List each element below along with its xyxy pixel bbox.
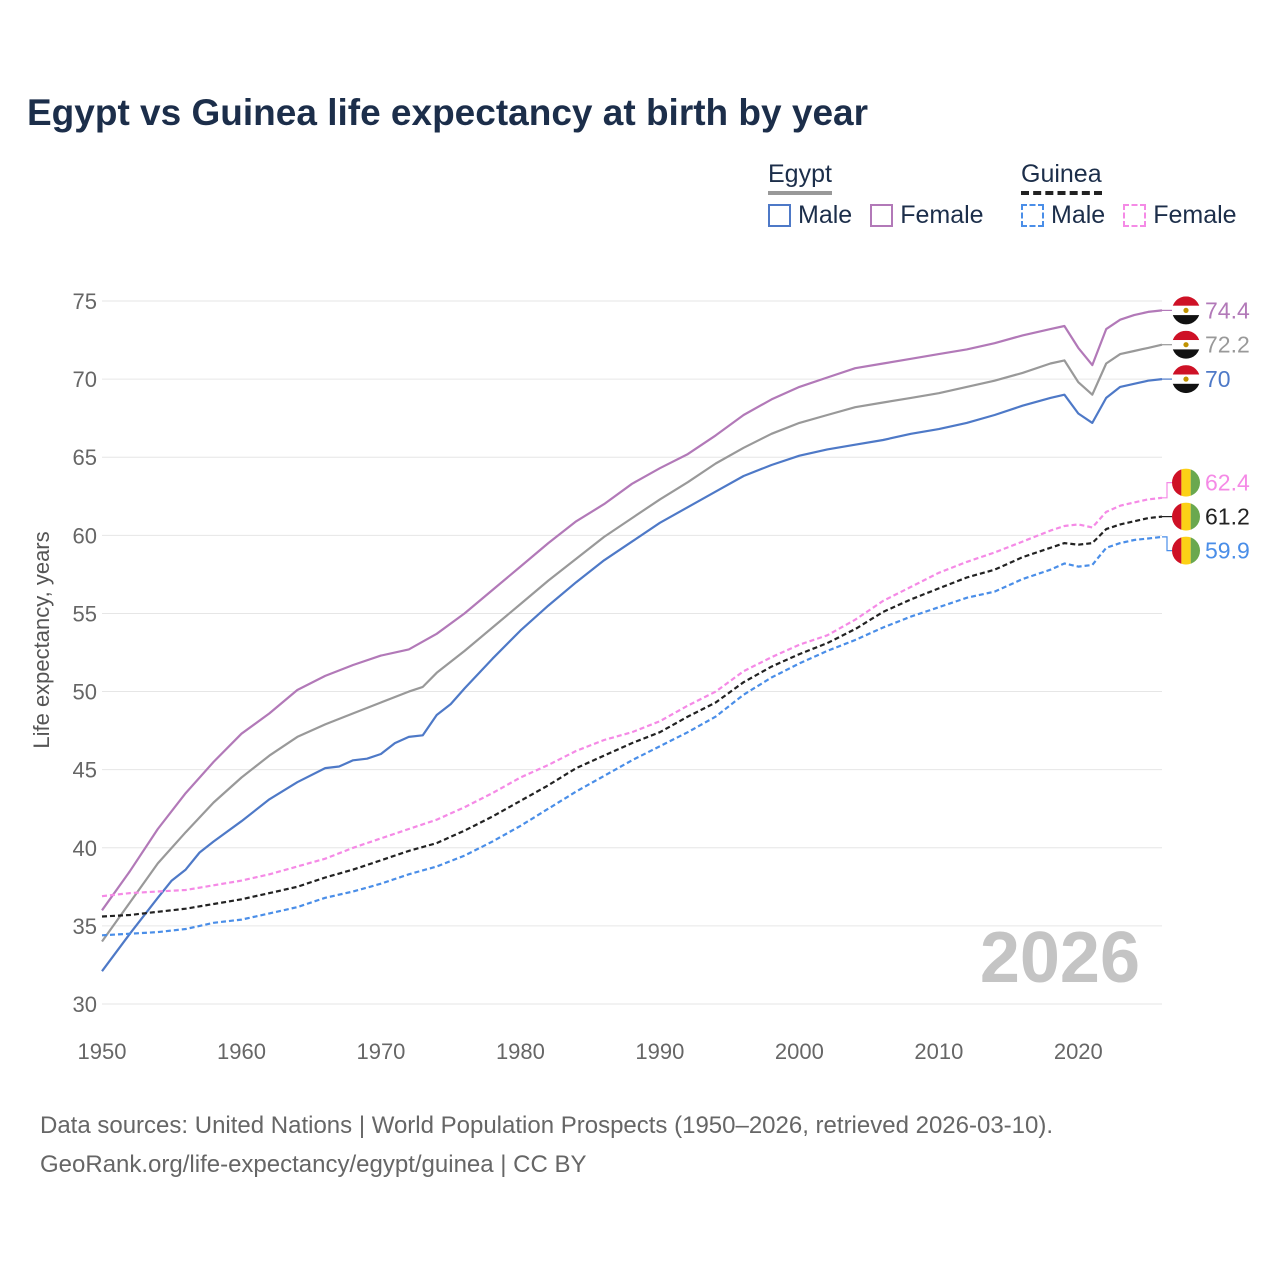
legend-egypt-line xyxy=(768,191,832,195)
data-source: Data sources: United Nations | World Pop… xyxy=(40,1106,1053,1184)
end-connector xyxy=(1162,482,1172,499)
end-connector xyxy=(1162,536,1172,552)
legend-guinea-line xyxy=(1021,191,1102,195)
x-tick-label: 1990 xyxy=(635,1039,684,1064)
y-tick-label: 35 xyxy=(73,914,97,939)
y-tick-label: 40 xyxy=(73,836,97,861)
end-value-label-guinea-male: 59.9 xyxy=(1205,538,1250,564)
legend-guinea: Guinea Male Female xyxy=(1021,160,1237,230)
end-value-label-guinea-female: 62.4 xyxy=(1205,470,1250,496)
x-tick-label: 1980 xyxy=(496,1039,545,1064)
egypt-flag-icon xyxy=(1172,330,1200,359)
x-tick-label: 2020 xyxy=(1054,1039,1103,1064)
end-value-label-guinea-total: 61.2 xyxy=(1205,504,1250,530)
y-tick-label: 45 xyxy=(73,758,97,783)
legend-egypt-female[interactable]: Female xyxy=(870,201,984,230)
year-watermark: 2026 xyxy=(980,918,1140,998)
x-tick-label: 1960 xyxy=(217,1039,266,1064)
legend-egypt-male-swatch xyxy=(768,204,791,227)
y-tick-label: 55 xyxy=(73,601,97,626)
legend-guinea-title: Guinea xyxy=(1021,160,1102,195)
legend-guinea-male-swatch xyxy=(1021,204,1044,227)
series-line-guinea-total[interactable] xyxy=(101,515,1163,918)
series-line-guinea-male[interactable] xyxy=(101,535,1163,937)
y-tick-label: 60 xyxy=(73,523,97,548)
x-tick-label: 1970 xyxy=(356,1039,405,1064)
source-line-1[interactable]: Data sources: United Nations | World Pop… xyxy=(40,1112,1054,1139)
legend-guinea-female-swatch xyxy=(1123,204,1147,227)
chart-title: Egypt vs Guinea life expectancy at birth… xyxy=(27,92,869,133)
y-tick-label: 50 xyxy=(73,680,97,705)
x-tick-label: 1950 xyxy=(78,1039,127,1064)
source-line-2[interactable]: GeoRank.org/life-expectancy/egypt/guinea… xyxy=(40,1151,587,1178)
end-value-label-egypt-male: 70 xyxy=(1205,366,1231,392)
legend-egypt: Egypt Male Female xyxy=(768,160,984,230)
end-value-label-egypt-total: 72.2 xyxy=(1205,332,1250,358)
series-line-guinea-female[interactable] xyxy=(101,496,1163,898)
egypt-flag-icon xyxy=(1172,365,1200,394)
series-line-egypt-female[interactable] xyxy=(101,309,1163,911)
series-line-egypt-male[interactable] xyxy=(101,378,1163,972)
end-value-label-egypt-female: 74.4 xyxy=(1205,297,1250,323)
x-tick-label: 2010 xyxy=(914,1039,963,1064)
legend-guinea-female[interactable]: Female xyxy=(1123,201,1237,230)
legend-guinea-male[interactable]: Male xyxy=(1021,201,1105,230)
y-tick-label: 65 xyxy=(73,445,97,470)
y-tick-label: 75 xyxy=(73,289,97,314)
legend-egypt-title: Egypt xyxy=(768,160,832,195)
guinea-flag-icon xyxy=(1172,536,1200,565)
legend-egypt-female-swatch xyxy=(870,204,894,227)
egypt-flag-icon xyxy=(1172,296,1200,325)
y-tick-label: 30 xyxy=(73,992,97,1017)
y-tick-label: 70 xyxy=(73,367,97,392)
guinea-flag-icon xyxy=(1172,468,1200,497)
guinea-flag-icon xyxy=(1172,502,1200,531)
legend-egypt-male[interactable]: Male xyxy=(768,201,852,230)
x-tick-label: 2000 xyxy=(775,1039,824,1064)
series-line-egypt-total[interactable] xyxy=(101,343,1163,943)
